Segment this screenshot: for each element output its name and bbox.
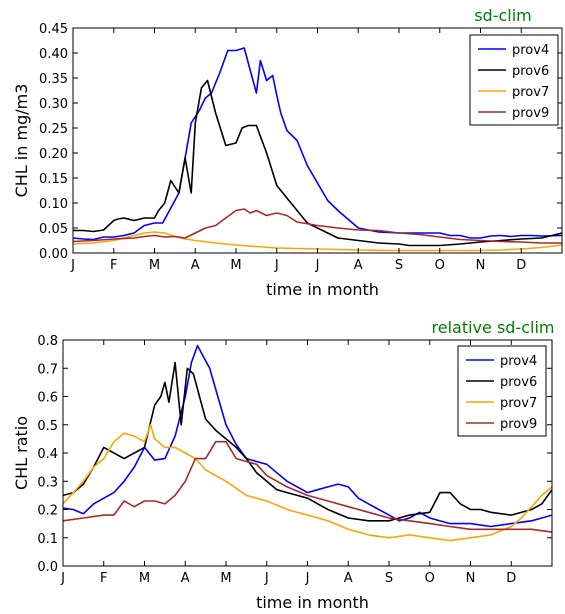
chart-1: 0.00 0.05 0.10 0.15 0.20 0.25 0.30 0.35 0.40 0.45… [12,6,563,299]
x-tick-label: M [220,571,231,586]
y-tick-label: 0.35 [39,72,68,87]
y-tick-label: 0.5 [37,419,58,434]
x-tick-label: J [60,571,65,586]
y-tick-label: 0.00 [39,247,68,262]
series-line-prov7 [63,423,552,542]
series-line-prov6 [63,361,552,522]
y-tick-label: 0.1 [37,532,58,547]
x-tick-label: M [230,258,241,273]
y-tick-label: 0.6 [37,391,58,406]
chart-title: relative sd-clim [432,318,555,337]
x-tick-label: J [264,571,269,586]
y-tick-label: 0.40 [39,47,68,62]
x-tick-label: D [506,571,516,586]
x-tick-label: A [181,571,190,586]
legend-label-prov9: prov9 [500,417,537,432]
series-line-prov6 [73,79,562,247]
x-tick-label: O [425,571,435,586]
y-axis-label: CHL in mg/m3 [12,84,31,198]
x-tick-label: A [191,258,200,273]
x-tick-label: J [315,258,320,273]
y-tick-label: 0.4 [37,447,58,462]
x-tick-label: D [516,258,526,273]
x-tick-label: M [139,571,150,586]
series-line-prov4 [63,344,552,528]
x-axis-label: time in month [256,593,369,612]
legend-box [457,345,547,437]
y-axis-label: CHL ratio [12,416,31,490]
legend-label-prov7: prov7 [512,85,549,100]
legend: prov4 prov6 prov7 prov9 [469,34,559,126]
x-tick-label: F [100,571,107,586]
legend: prov4 prov6 prov7 prov9 [457,345,547,437]
y-tick-label: 0.30 [39,97,68,112]
x-tick-label: J [274,258,279,273]
series-line-prov4 [73,47,562,241]
legend-label-prov4: prov4 [512,43,549,58]
series-lines [73,47,562,252]
y-tick-label: 0.8 [37,334,58,349]
y-tick-label: 0.25 [39,122,68,137]
x-tick-label: N [476,258,486,273]
y-tick-label: 0.15 [39,172,68,187]
chart-2: 0.0 0.1 0.2 0.3 0.4 0.5 0.6 0.7 0.8 J F M A M J J A S O N Dt… [12,318,554,612]
x-tick-label: N [466,571,476,586]
series-line-prov9 [73,208,562,244]
y-tick-label: 0.0 [37,560,58,575]
x-tick-label: O [435,258,445,273]
y-tick-label: 0.2 [37,504,58,519]
x-axis-label: time in month [266,280,379,299]
x-tick-label: S [385,571,393,586]
x-tick-label: F [110,258,117,273]
x-tick-label: M [149,258,160,273]
series-lines [63,344,552,542]
x-tick-label: J [70,258,75,273]
x-tick-label: A [344,571,353,586]
y-tick-label: 0.3 [37,475,58,490]
y-tick-label: 0.10 [39,197,68,212]
y-tick-label: 0.05 [39,222,68,237]
legend-label-prov6: prov6 [500,375,537,390]
y-tick-label: 0.45 [39,22,68,37]
series-line-prov7 [73,231,562,252]
chart-title: sd-clim [474,6,532,25]
legend-label-prov7: prov7 [500,396,537,411]
y-tick-label: 0.20 [39,147,68,162]
x-tick-label: S [395,258,403,273]
x-tick-label: J [305,571,310,586]
x-tick-label: A [354,258,363,273]
legend-label-prov9: prov9 [512,106,549,121]
legend-label-prov6: prov6 [512,64,549,79]
legend-label-prov4: prov4 [500,354,537,369]
y-tick-label: 0.7 [37,362,58,377]
legend-box [469,34,559,126]
series-line-prov9 [63,440,552,533]
